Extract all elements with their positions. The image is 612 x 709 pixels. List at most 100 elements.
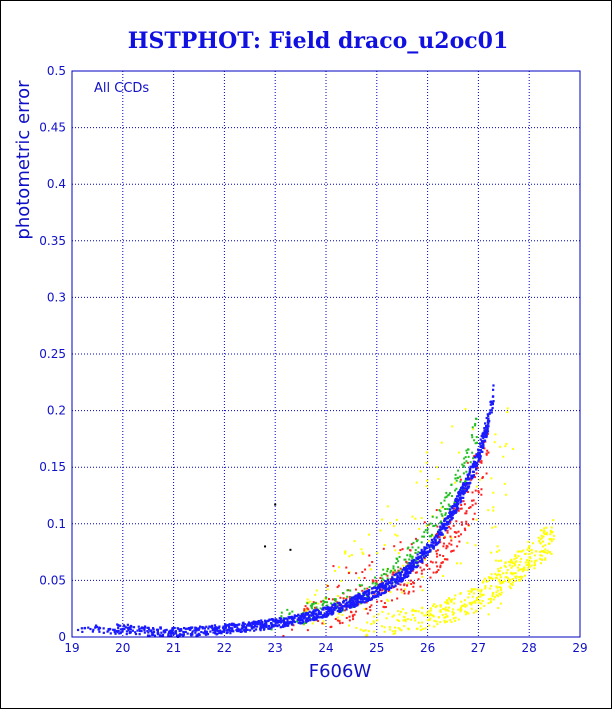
data-point [317,620,320,623]
data-point [373,596,376,599]
data-point [251,622,255,626]
data-point [226,628,230,631]
data-point [357,597,361,600]
data-point [202,631,205,634]
data-point [378,585,381,588]
data-point [466,473,469,476]
data-point [460,486,463,490]
data-point [451,505,454,508]
data-point [484,422,487,425]
data-point [346,595,349,598]
data-point [443,536,446,539]
data-point [81,630,84,633]
data-point [313,612,316,615]
data-point [520,557,523,560]
data-point [345,566,348,569]
data-point [480,444,483,447]
data-point [423,551,426,554]
data-point [489,601,492,604]
data-point [83,627,86,630]
data-point [307,619,310,622]
data-point [322,614,326,617]
data-point [198,625,202,628]
data-point [367,588,371,592]
data-point [413,616,416,619]
data-point [482,431,485,434]
data-point [334,605,337,608]
data-point [407,592,410,595]
data-point [98,627,102,630]
data-point [306,613,310,616]
data-point [396,574,399,577]
data-point [391,615,394,618]
data-point [421,552,424,556]
data-point [476,588,479,591]
data-point [412,585,415,588]
data-point [480,440,484,443]
data-point [459,478,462,481]
data-point [483,429,486,432]
data-point [470,478,473,481]
data-point [431,604,434,607]
data-point [433,619,436,622]
data-point [432,545,436,548]
data-point [305,620,308,623]
data-point [541,545,544,548]
data-point [444,621,447,624]
data-point [521,575,524,578]
data-point [368,586,371,589]
data-point [416,553,419,556]
data-point [420,606,423,609]
data-point [474,422,477,425]
data-point [469,465,472,468]
data-point [370,598,373,601]
data-point [401,548,404,551]
data-point [407,546,410,549]
data-point [197,632,200,635]
data-point [373,586,376,589]
data-point [386,505,389,508]
data-point [270,628,273,631]
data-point [411,555,414,558]
data-point [359,628,362,631]
data-point [474,601,477,604]
data-point [450,598,453,601]
data-point [466,461,469,464]
data-point [326,606,329,609]
data-point [307,615,311,618]
data-point [214,632,217,635]
data-point [394,632,397,635]
data-point [408,562,411,565]
data-point [446,531,449,534]
data-point [527,559,530,562]
data-point [533,567,536,570]
data-point [474,468,478,471]
data-point [450,539,453,542]
data-point [348,555,351,558]
data-point [147,634,151,637]
data-point [449,527,452,530]
data-point [412,568,415,571]
data-point [182,631,185,634]
data-point [537,536,540,539]
data-point [432,615,435,618]
data-point [375,582,378,585]
data-point [309,600,312,603]
chart-title: HSTPHOT: Field draco_u2oc01 [128,28,509,54]
data-point [116,631,119,634]
data-point [399,549,402,552]
data-point [487,415,490,418]
data-point [480,460,483,463]
data-point [302,620,305,624]
data-point [291,623,294,626]
data-point [336,616,339,619]
data-point [466,487,469,490]
data-point [462,464,465,467]
data-point [236,626,239,629]
data-point [272,625,275,628]
data-point [152,630,156,634]
data-point [442,574,445,577]
data-point [523,566,526,569]
data-point [455,479,458,482]
data-point [494,559,497,562]
